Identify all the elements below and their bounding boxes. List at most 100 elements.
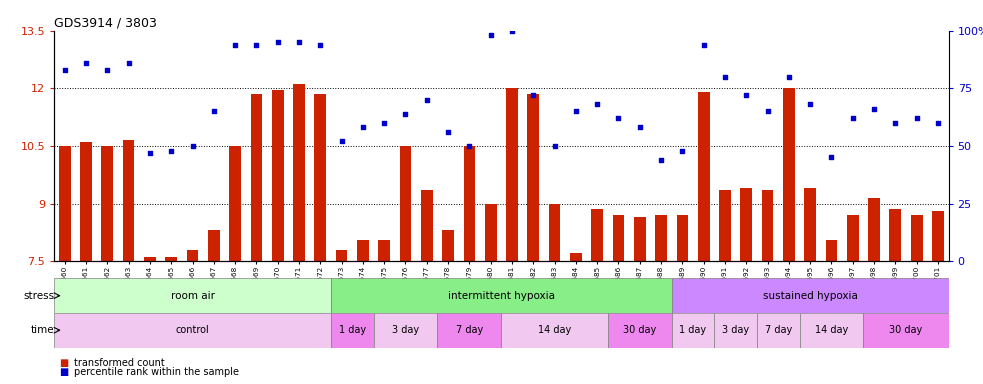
Point [440,129,456,135]
Text: 30 day: 30 day [623,325,657,335]
Text: 3 day: 3 day [392,325,419,335]
Point [674,147,690,154]
Bar [165,257,177,261]
Bar [804,188,816,261]
Bar [671,278,949,313]
Text: 3 day: 3 day [723,325,749,335]
Point [397,111,413,117]
Bar [123,140,135,261]
Point [185,143,201,149]
Bar [783,88,794,261]
Text: 14 day: 14 day [815,325,848,335]
Text: time: time [30,325,54,335]
Bar [868,198,880,261]
Bar [715,313,757,348]
Bar [442,230,454,261]
Bar [101,146,113,261]
Bar [229,146,241,261]
Point [866,106,882,112]
Point [589,101,605,108]
Bar [656,215,666,261]
Bar [932,211,944,261]
Text: ■: ■ [59,367,68,377]
Bar [799,313,863,348]
Point [717,74,732,80]
Bar [208,230,219,261]
Bar [293,84,305,261]
Bar [331,313,374,348]
Point [504,28,520,34]
Bar [676,215,688,261]
Point [78,60,93,66]
Bar [59,146,71,261]
Bar [187,250,199,261]
Point [163,147,179,154]
Point [376,120,392,126]
Text: 7 day: 7 day [456,325,483,335]
Text: 7 day: 7 day [765,325,792,335]
Bar [757,313,799,348]
Point [696,41,712,48]
Point [888,120,903,126]
Bar [528,94,539,261]
Bar [720,190,730,261]
Bar [374,313,437,348]
Bar [826,240,838,261]
Text: percentile rank within the sample: percentile rank within the sample [74,367,239,377]
Bar [315,94,326,261]
Bar [145,257,155,261]
Bar [54,278,331,313]
Point [632,124,648,131]
Point [568,108,584,114]
Point [249,41,264,48]
Bar [740,188,752,261]
Bar [421,190,433,261]
Point [844,115,861,121]
Bar [464,146,475,261]
Bar [336,250,347,261]
Text: control: control [176,325,209,335]
Bar [272,90,283,261]
Point [205,108,221,114]
Bar [592,209,603,261]
Bar [501,313,607,348]
Text: GDS3914 / 3803: GDS3914 / 3803 [54,17,157,30]
Bar [698,92,710,261]
Bar [847,215,858,261]
Bar [400,146,411,261]
Point [547,143,562,149]
Point [333,138,350,144]
Bar [863,313,949,348]
Point [483,32,498,38]
Point [291,39,307,45]
Bar [549,204,560,261]
Point [419,97,434,103]
Text: 30 day: 30 day [890,325,923,335]
Point [610,115,626,121]
Point [908,115,924,121]
Bar [331,278,671,313]
Text: intermittent hypoxia: intermittent hypoxia [448,291,554,301]
Text: 14 day: 14 day [538,325,571,335]
Bar [485,204,496,261]
Bar [671,313,715,348]
Point [57,67,73,73]
Point [355,124,371,131]
Point [142,150,157,156]
Bar [81,142,91,261]
Bar [607,313,671,348]
Bar [378,240,390,261]
Point [461,143,477,149]
Bar [357,240,369,261]
Text: 1 day: 1 day [339,325,366,335]
Point [930,120,946,126]
Bar [762,190,774,261]
Point [781,74,796,80]
Point [760,108,776,114]
Text: room air: room air [170,291,214,301]
Point [227,41,243,48]
Bar [506,88,518,261]
Bar [634,217,646,261]
Bar [911,215,922,261]
Bar [890,209,901,261]
